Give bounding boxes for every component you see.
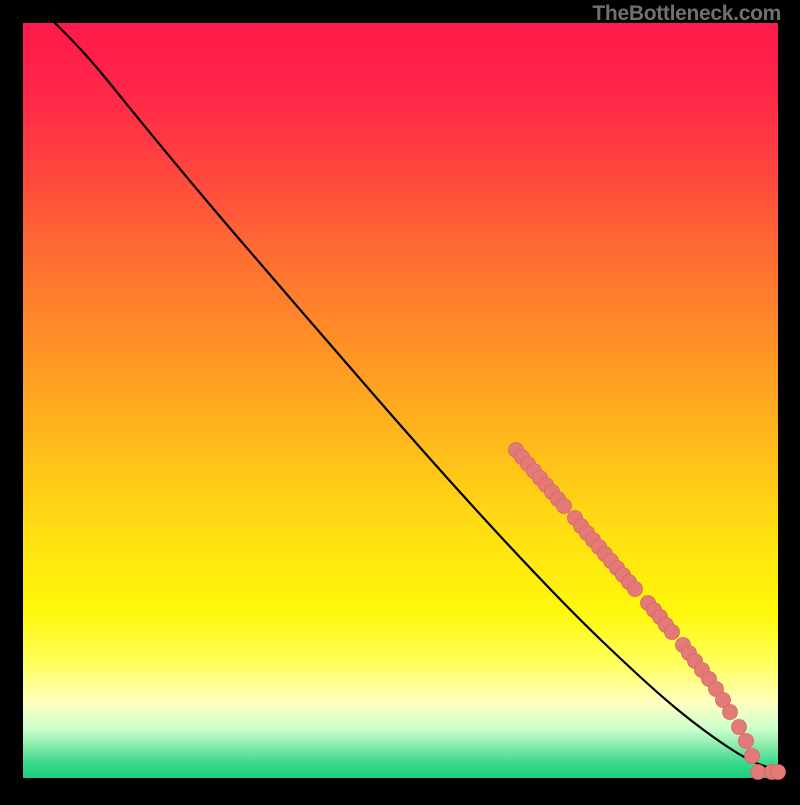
data-marker [723, 705, 738, 720]
data-marker [732, 720, 747, 735]
data-marker [739, 734, 754, 749]
plot-background [23, 23, 778, 778]
data-marker [771, 765, 786, 780]
data-marker [745, 749, 760, 764]
data-marker [751, 765, 766, 780]
data-marker [628, 582, 643, 597]
data-marker [557, 499, 572, 514]
watermark-text: TheBottleneck.com [592, 2, 781, 26]
bottleneck-chart [0, 0, 800, 800]
data-marker [665, 625, 680, 640]
chart-container [0, 0, 800, 800]
